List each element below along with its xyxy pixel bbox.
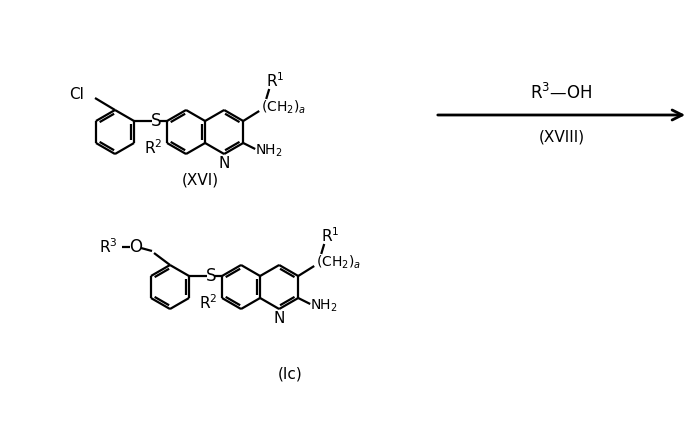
- Text: (XVIII): (XVIII): [538, 130, 584, 144]
- Text: S: S: [150, 112, 161, 130]
- Text: N: N: [218, 156, 230, 171]
- Text: R$^1$: R$^1$: [266, 72, 284, 90]
- Text: R$^2$: R$^2$: [199, 294, 217, 312]
- Text: (Ic): (Ic): [278, 366, 302, 381]
- Text: (CH$_2$)$_a$: (CH$_2$)$_a$: [316, 253, 360, 271]
- Text: (XVI): (XVI): [181, 173, 218, 187]
- Text: R$^1$: R$^1$: [321, 227, 340, 245]
- Text: NH$_2$: NH$_2$: [310, 298, 338, 314]
- Text: O: O: [130, 238, 143, 256]
- Text: Cl: Cl: [69, 87, 85, 102]
- Text: R$^3$—OH: R$^3$—OH: [531, 83, 593, 103]
- Text: (CH$_2$)$_a$: (CH$_2$)$_a$: [260, 98, 306, 116]
- Text: R$^2$: R$^2$: [144, 139, 162, 157]
- Text: R$^3$: R$^3$: [99, 238, 118, 256]
- Text: N: N: [274, 311, 285, 326]
- Text: NH$_2$: NH$_2$: [256, 143, 283, 159]
- Text: S: S: [206, 267, 216, 285]
